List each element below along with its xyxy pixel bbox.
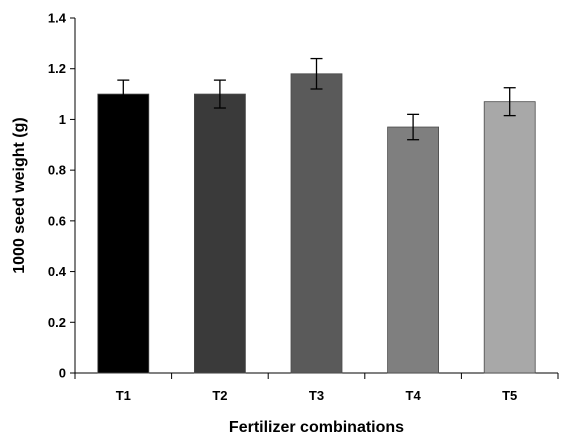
x-axis-title: Fertilizer combinations xyxy=(229,419,404,436)
y-tick-label: 0 xyxy=(59,366,66,381)
x-tick-label: T5 xyxy=(502,388,517,403)
x-tick-label: T1 xyxy=(116,388,131,403)
y-tick-label: 0.6 xyxy=(48,213,66,228)
x-tick-label: T3 xyxy=(309,388,324,403)
y-tick-label: 0.8 xyxy=(48,163,66,178)
bar-t1 xyxy=(97,93,150,374)
y-tick-label: 1.2 xyxy=(48,61,66,76)
bar-t3 xyxy=(290,73,343,374)
x-ticks: T1 T2 T3 T4 T5 xyxy=(74,373,559,403)
x-tick-label: T2 xyxy=(212,388,227,403)
bar-t5 xyxy=(483,101,536,374)
y-axis-title: 1000 seed weight (g) xyxy=(11,117,28,274)
bar-t4 xyxy=(387,126,440,374)
bar-t2 xyxy=(193,93,246,374)
y-tick-label: 0.4 xyxy=(48,264,67,279)
y-tick-label: 0.2 xyxy=(48,315,66,330)
x-tick-label: T4 xyxy=(406,388,422,403)
y-tick-label: 1 xyxy=(59,112,66,127)
y-tick-label: 1.4 xyxy=(48,11,67,26)
bars xyxy=(97,57,536,374)
y-ticks: 0 0.2 0.4 0.6 0.8 1 1.2 1.4 xyxy=(48,11,75,381)
